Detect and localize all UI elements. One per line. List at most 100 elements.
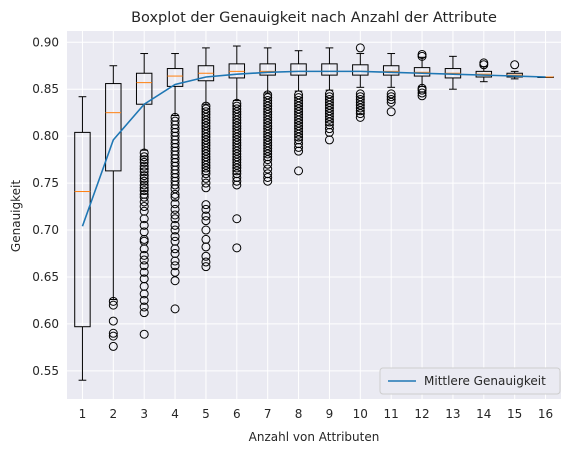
outlier-point [386, 95, 396, 105]
outlier-point [139, 197, 149, 207]
y-tick-label: 0.80 [32, 129, 59, 143]
outlier-point [139, 186, 149, 196]
outlier-point [170, 210, 180, 220]
mean-accuracy-line [81, 70, 546, 227]
outlier-point [263, 149, 273, 159]
outlier-point [139, 329, 149, 339]
iqr-box [321, 63, 338, 76]
outlier-point [201, 251, 211, 261]
outlier-point [139, 167, 149, 177]
x-tick-label: 12 [414, 407, 429, 421]
outlier-point [232, 214, 242, 224]
outlier-point [232, 243, 242, 253]
outlier-point [139, 267, 149, 277]
outlier-point [139, 192, 149, 202]
box-5 [197, 47, 215, 272]
outlier-point [232, 166, 242, 176]
outlier-point [355, 112, 365, 122]
outlier-point [170, 244, 180, 254]
box-14 [475, 58, 493, 83]
outlier-point [201, 200, 211, 210]
legend-frame [379, 367, 561, 395]
outlier-point [324, 117, 334, 127]
y-tick-labels: 0.55 0.60 0.65 0.70 0.75 0.80 0.85 0.90 [32, 35, 59, 378]
legend: Mittlere Genauigkeit [379, 367, 561, 395]
x-tick-label: 16 [538, 407, 553, 421]
outlier-point [324, 135, 334, 145]
outlier-point [170, 220, 180, 230]
iqr-box [259, 63, 276, 76]
outlier-point [201, 262, 211, 272]
plot-area [67, 31, 561, 399]
x-tick-label: 8 [295, 407, 303, 421]
box-3 [135, 53, 153, 339]
y-tick-label: 0.60 [32, 317, 59, 331]
outlier-point [355, 43, 365, 53]
outlier-point [139, 289, 149, 299]
box-1 [74, 96, 91, 381]
outlier-point [170, 214, 180, 224]
x-tick-label: 6 [233, 407, 241, 421]
outlier-point [201, 183, 211, 193]
outlier-point [386, 107, 396, 117]
outlier-point [139, 214, 149, 224]
outlier-point [201, 163, 211, 173]
outlier-point [139, 261, 149, 271]
box-4 [166, 53, 184, 314]
outlier-point [170, 192, 180, 202]
y-tick-label: 0.70 [32, 223, 59, 237]
outlier-point [386, 92, 396, 102]
outlier-point [294, 146, 304, 156]
outlier-point [201, 257, 211, 267]
outlier-point [139, 164, 149, 174]
outlier-point [479, 60, 489, 70]
outlier-point [355, 109, 365, 119]
y-tick-label: 0.85 [32, 82, 59, 96]
outlier-point [139, 250, 149, 260]
outlier-point [139, 244, 149, 254]
outlier-point [170, 225, 180, 235]
outlier-point [201, 225, 211, 235]
outlier-point [201, 173, 211, 183]
iqr-box [166, 68, 184, 87]
outlier-point [170, 199, 180, 209]
outlier-point [139, 148, 149, 158]
outlier-point [108, 331, 118, 341]
outlier-point [201, 211, 211, 221]
box-6 [228, 45, 246, 253]
x-tick-label: 9 [326, 407, 334, 421]
outlier-point [324, 124, 334, 134]
x-tick-label: 13 [445, 407, 460, 421]
outlier-point [139, 173, 149, 183]
outlier-point [201, 169, 211, 179]
outlier-point [108, 316, 118, 326]
outlier-point [139, 152, 149, 162]
x-tick-label: 2 [109, 407, 117, 421]
box-2 [105, 65, 122, 351]
x-tick-label: 14 [476, 407, 491, 421]
outlier-point [263, 155, 273, 165]
outlier-point [170, 304, 180, 314]
outlier-point [170, 204, 180, 214]
outlier-point [108, 328, 118, 338]
outlier-point [139, 176, 149, 186]
outlier-point [139, 295, 149, 305]
x-tick-label: 1 [79, 407, 87, 421]
y-tick-label: 0.65 [32, 270, 59, 284]
iqr-box [382, 65, 400, 76]
outlier-point [139, 255, 149, 265]
outlier-point [108, 300, 118, 310]
legend-label: Mittlere Genauigkeit [424, 374, 546, 388]
iqr-box [352, 64, 369, 76]
outlier-point [232, 180, 242, 190]
outlier-point [417, 85, 427, 95]
outlier-point [263, 159, 273, 169]
iqr-box [105, 83, 122, 172]
outlier-point [201, 216, 211, 226]
outlier-point [170, 232, 180, 242]
boxes-group [74, 43, 554, 381]
iqr-box [74, 131, 91, 328]
outlier-point [108, 341, 118, 351]
outlier-point [417, 91, 427, 101]
